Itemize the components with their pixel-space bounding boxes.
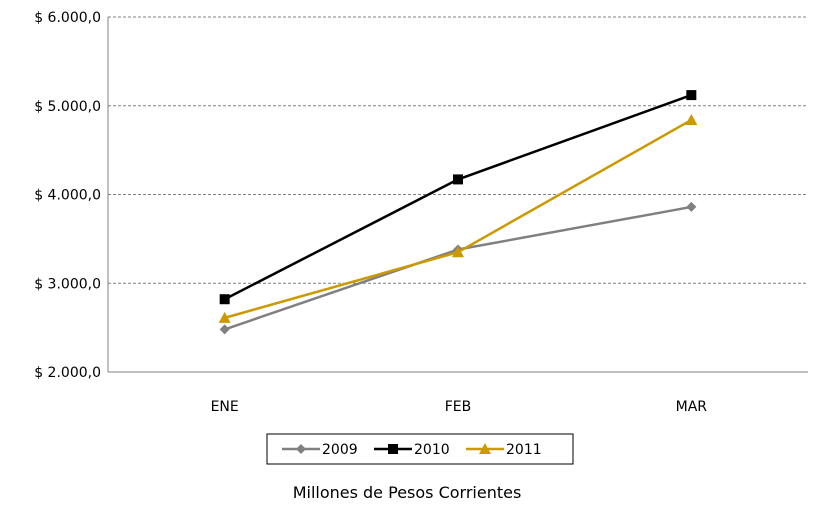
- data-point: [219, 324, 230, 335]
- y-tick-label: $ 5.000,0: [34, 99, 101, 115]
- data-point: [219, 294, 230, 305]
- axes: [107, 17, 808, 373]
- x-tick-label: FEB: [445, 399, 472, 415]
- legend-label: 2011: [506, 442, 542, 458]
- legend-box: [266, 433, 574, 465]
- series-line: [224, 93, 692, 301]
- legend-marker: [479, 443, 491, 454]
- series-2009: [219, 201, 697, 335]
- grid-lines: [108, 16, 808, 284]
- legend-entry: 2011: [466, 442, 542, 458]
- data-point: [686, 201, 697, 212]
- y-tick-label: $ 3.000,0: [34, 276, 101, 292]
- series: [218, 90, 698, 335]
- data-point: [452, 246, 464, 258]
- series-2010: [219, 90, 697, 305]
- chart-caption: Millones de Pesos Corrientes: [292, 483, 522, 502]
- legend-entry: 2010: [374, 442, 450, 458]
- legend: 2009 2010 2011: [266, 433, 574, 465]
- series-2011: [218, 113, 698, 323]
- legend-label: 2010: [414, 442, 450, 458]
- y-tick-label: $ 2.000,0: [34, 365, 101, 381]
- x-tick-labels: ENE FEB MAR: [211, 399, 708, 415]
- legend-marker: [388, 444, 398, 454]
- series-line: [224, 205, 692, 331]
- data-point: [685, 113, 698, 125]
- line-chart: $ 2.000,0 $ 3.000,0 $ 4.000,0 $ 5.000,0 $ 6.…: [34, 10, 808, 465]
- legend-entry: 2009: [282, 442, 358, 458]
- data-point: [453, 174, 463, 185]
- x-tick-label: MAR: [676, 399, 708, 415]
- x-tick-label: ENE: [211, 399, 239, 415]
- y-tick-label: $ 4.000,0: [34, 188, 101, 204]
- legend-label: 2009: [322, 442, 358, 458]
- data-point: [686, 90, 697, 101]
- data-point: [218, 311, 231, 323]
- legend-marker: [296, 444, 306, 454]
- y-tick-label: $ 6.000,0: [34, 10, 101, 26]
- y-tick-labels: $ 2.000,0 $ 3.000,0 $ 4.000,0 $ 5.000,0 $ 6.…: [34, 10, 101, 381]
